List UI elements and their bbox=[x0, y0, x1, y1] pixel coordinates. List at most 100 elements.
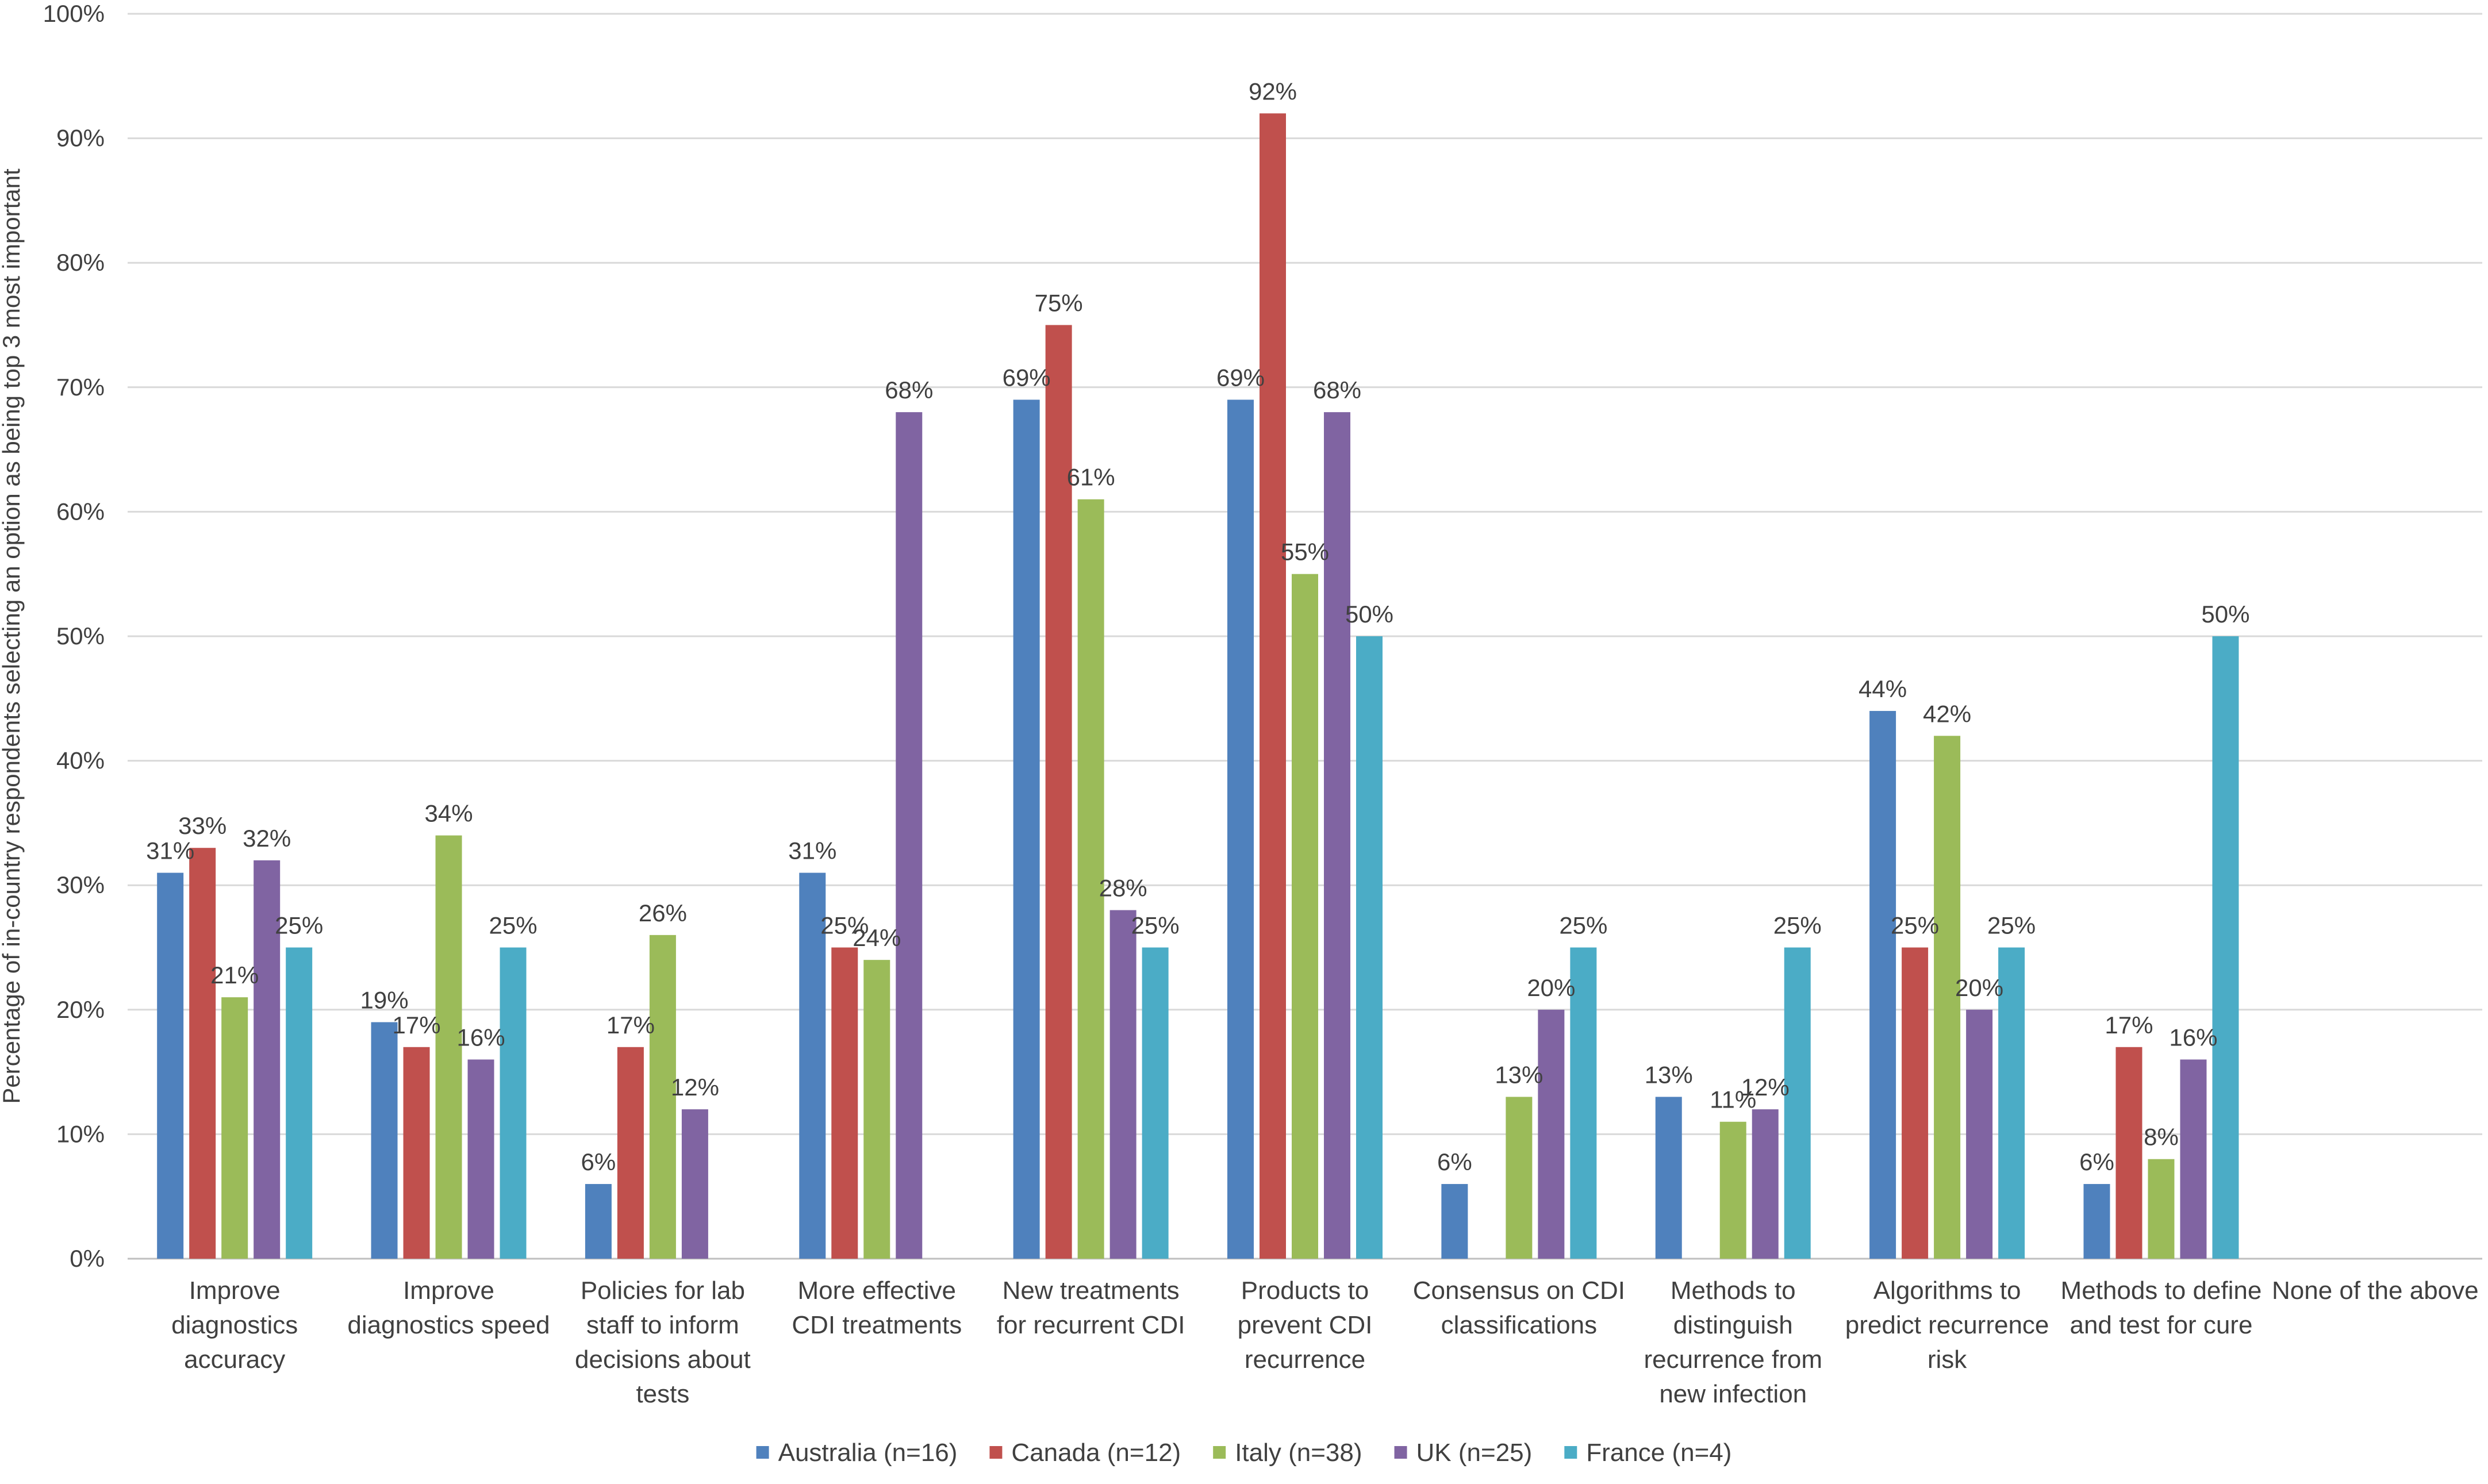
data-label: 42% bbox=[1923, 700, 1971, 727]
bar bbox=[467, 1059, 494, 1259]
bar bbox=[1570, 947, 1597, 1259]
x-tick-label: Products to prevent CDI recurrence bbox=[1238, 1277, 1373, 1374]
bar bbox=[649, 935, 676, 1259]
legend-swatch bbox=[989, 1446, 1003, 1459]
data-label: 21% bbox=[210, 962, 259, 989]
y-tick-label: 10% bbox=[56, 1120, 105, 1147]
bar bbox=[1869, 710, 1896, 1259]
data-label: 25% bbox=[1773, 912, 1822, 939]
legend-item[interactable]: France (n=4) bbox=[1586, 1439, 1731, 1467]
legend-item[interactable]: Italy (n=38) bbox=[1235, 1439, 1362, 1467]
legend[interactable]: Australia (n=16) Canada (n=12) Italy (n=38… bbox=[756, 1439, 1732, 1467]
y-tick-label: 30% bbox=[56, 871, 105, 898]
bar bbox=[1966, 1009, 1993, 1259]
data-label: 55% bbox=[1281, 539, 1329, 566]
bar bbox=[221, 997, 248, 1259]
bar bbox=[2212, 636, 2239, 1259]
data-label: 16% bbox=[457, 1024, 505, 1051]
data-label: 44% bbox=[1859, 675, 1907, 702]
x-tick-label: Policies for lab staff to inform decisions… bbox=[575, 1277, 751, 1408]
x-tick-label: None of the above bbox=[2272, 1277, 2479, 1305]
bar bbox=[500, 947, 527, 1259]
legend-swatch bbox=[1564, 1446, 1577, 1459]
bar bbox=[1719, 1121, 1746, 1259]
data-label: 25% bbox=[1891, 912, 1939, 939]
bar bbox=[1077, 499, 1104, 1259]
y-axis-title: Percentage of in-country respondents sel… bbox=[0, 168, 25, 1104]
data-label: 50% bbox=[2201, 601, 2249, 628]
data-label: 20% bbox=[1955, 974, 2003, 1001]
data-label: 16% bbox=[2169, 1024, 2217, 1051]
y-tick-label: 20% bbox=[56, 996, 105, 1023]
bar bbox=[435, 835, 462, 1259]
data-label: 25% bbox=[1559, 912, 1607, 939]
bar bbox=[2083, 1184, 2110, 1259]
legend-item[interactable]: UK (n=25) bbox=[1416, 1439, 1533, 1467]
bar bbox=[1902, 947, 1929, 1259]
bar bbox=[1142, 947, 1169, 1259]
data-label: 8% bbox=[2144, 1124, 2179, 1151]
data-label: 31% bbox=[788, 837, 836, 864]
data-label: 34% bbox=[425, 800, 473, 827]
data-label: 25% bbox=[820, 912, 869, 939]
bar bbox=[585, 1184, 612, 1259]
legend-swatch bbox=[1213, 1446, 1226, 1459]
bar bbox=[896, 412, 923, 1259]
legend-item[interactable]: Canada (n=12) bbox=[1011, 1439, 1181, 1467]
data-label: 28% bbox=[1099, 875, 1147, 902]
data-label: 6% bbox=[2079, 1148, 2114, 1175]
bar bbox=[1045, 325, 1072, 1259]
bar bbox=[2148, 1159, 2175, 1259]
bar bbox=[1655, 1097, 1682, 1259]
data-labels: 31%33%21%32%25%19%17%34%16%25%6%17%26%12… bbox=[146, 78, 2249, 1175]
data-label: 61% bbox=[1067, 464, 1115, 491]
legend-item[interactable]: Australia (n=16) bbox=[778, 1439, 958, 1467]
y-tick-label: 0% bbox=[70, 1245, 105, 1272]
y-tick-label: 50% bbox=[56, 622, 105, 649]
bar bbox=[617, 1047, 644, 1259]
y-tick-label: 70% bbox=[56, 374, 105, 401]
bar bbox=[254, 860, 281, 1259]
data-label: 6% bbox=[1437, 1148, 1472, 1175]
x-tick-label: Algorithms to predict recurrence risk bbox=[1845, 1277, 2049, 1374]
data-label: 68% bbox=[885, 376, 933, 403]
data-label: 6% bbox=[581, 1148, 616, 1175]
data-label: 31% bbox=[146, 837, 194, 864]
data-label: 32% bbox=[243, 825, 291, 852]
y-tick-label: 100% bbox=[43, 0, 105, 27]
bar bbox=[1784, 947, 1811, 1259]
data-label: 17% bbox=[393, 1012, 441, 1039]
x-tick-label: Methods to distinguish recurrence from new … bbox=[1644, 1277, 1822, 1408]
data-label: 68% bbox=[1313, 376, 1361, 403]
bar bbox=[286, 947, 313, 1259]
y-tick-label: 60% bbox=[56, 498, 105, 525]
bar bbox=[371, 1022, 398, 1259]
data-label: 69% bbox=[1216, 364, 1265, 391]
bar bbox=[1109, 910, 1137, 1259]
data-label: 12% bbox=[1741, 1074, 1790, 1101]
x-tick-label: More effective CDI treatments bbox=[792, 1277, 962, 1339]
bars bbox=[157, 113, 2239, 1259]
x-tick-label: New treatments for recurrent CDI bbox=[997, 1277, 1185, 1339]
data-label: 33% bbox=[178, 812, 226, 839]
bar bbox=[1356, 636, 1383, 1259]
data-label: 13% bbox=[1645, 1061, 1693, 1088]
bar bbox=[2115, 1047, 2143, 1259]
data-label: 25% bbox=[489, 912, 537, 939]
y-tick-label: 90% bbox=[56, 125, 105, 152]
bar bbox=[681, 1109, 708, 1259]
data-label: 50% bbox=[1345, 601, 1393, 628]
data-label: 69% bbox=[1003, 364, 1051, 391]
bar bbox=[403, 1047, 430, 1259]
x-tick-label: Consensus on CDI classifications bbox=[1413, 1277, 1625, 1339]
y-tick-label: 80% bbox=[56, 249, 105, 276]
x-tick-label: Improve diagnostics accuracy bbox=[171, 1277, 298, 1374]
bar bbox=[189, 848, 216, 1259]
bar bbox=[1538, 1009, 1565, 1259]
legend-swatch bbox=[1394, 1446, 1407, 1459]
bar bbox=[157, 872, 184, 1259]
bar bbox=[863, 960, 890, 1259]
data-label: 19% bbox=[360, 986, 409, 1013]
bar bbox=[831, 947, 858, 1259]
